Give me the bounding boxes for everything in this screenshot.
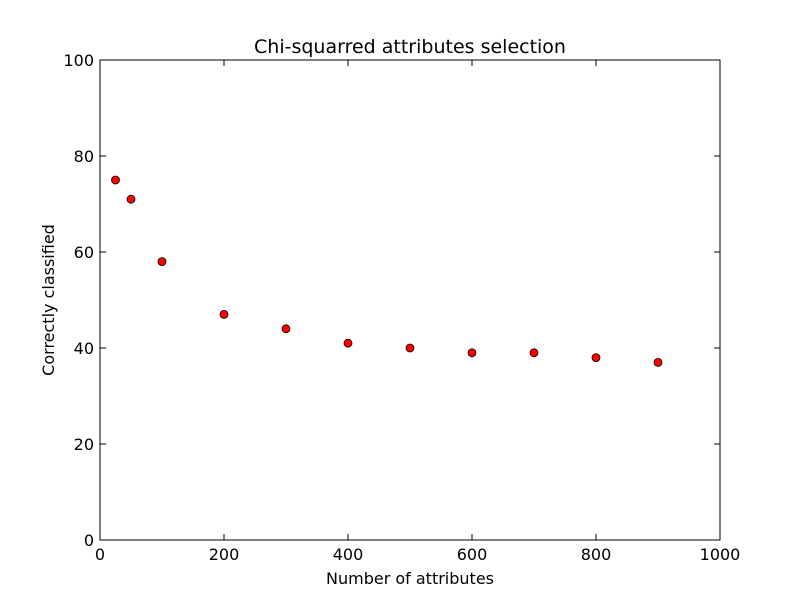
data-point: [529, 348, 539, 358]
plot-frame: [99, 59, 721, 541]
x-tick-label: 200: [209, 545, 240, 564]
y-tick-label: 60: [74, 243, 94, 262]
data-point: [111, 175, 120, 185]
chart-title: Chi-squarred attributes selection: [254, 36, 566, 58]
x-tick-label: 600: [457, 545, 488, 564]
y-tick-label: 20: [74, 435, 94, 454]
x-tick-label: 1000: [700, 545, 741, 564]
data-point: [281, 324, 291, 334]
y-axis-label: Correctly classified: [39, 224, 58, 376]
x-axis-label: Number of attributes: [326, 569, 494, 588]
y-tick-label: 80: [74, 147, 94, 166]
x-tick-label: 400: [333, 545, 364, 564]
plot-area: [99, 59, 721, 541]
data-point: [343, 338, 353, 348]
y-tick-label: 40: [74, 339, 94, 358]
data-point: [653, 357, 663, 367]
data-point: [405, 343, 415, 353]
data-points: [111, 175, 663, 367]
data-point: [467, 348, 477, 358]
axis-ticks: 0 200 400 600 800 1000 0 20 40 60 80 100: [63, 51, 740, 564]
data-point: [157, 257, 167, 267]
y-tick-label: 100: [63, 51, 94, 70]
data-point: [126, 194, 136, 204]
y-tick-label: 0: [84, 531, 94, 550]
data-point: [219, 309, 229, 319]
x-tick-label: 800: [581, 545, 612, 564]
data-point: [591, 353, 601, 363]
x-tick-label: 0: [95, 545, 105, 564]
